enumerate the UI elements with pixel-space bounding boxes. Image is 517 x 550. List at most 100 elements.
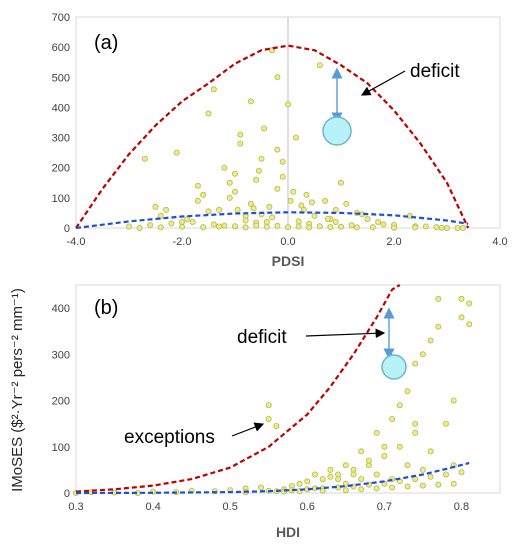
deficit-pointer-b	[305, 328, 386, 339]
scatter-point	[250, 205, 257, 212]
scatter-point	[450, 480, 457, 487]
scatter-point	[390, 224, 397, 231]
panel-b-y-tick-label: 400	[52, 303, 70, 315]
panel-b: 0 100 200 300 400 0.3 0.4 0.5 0.6 0.7 0.8 (b) HDI…	[52, 284, 501, 540]
scatter-point	[308, 199, 315, 206]
scatter-point	[458, 314, 465, 321]
scatter-point	[342, 462, 349, 469]
scatter-point	[306, 224, 313, 231]
panel-a-y-tick-label: 0	[64, 223, 70, 235]
scatter-point	[284, 101, 291, 108]
scatter-point	[205, 110, 212, 117]
panel-b-y-tick-label: 0	[64, 488, 70, 500]
scatter-point	[389, 484, 396, 491]
scatter-point	[442, 420, 449, 427]
scatter-point	[205, 208, 212, 215]
panel-b-x-tick-label: 0.6	[300, 501, 315, 513]
scatter-point	[261, 125, 268, 132]
scatter-point	[358, 448, 365, 455]
scatter-point	[442, 471, 449, 478]
scatter-point	[226, 179, 233, 186]
scatter-point	[311, 212, 318, 219]
scatter-point	[200, 224, 207, 231]
scatter-point	[141, 155, 148, 162]
scatter-point	[194, 197, 201, 204]
scatter-point	[427, 337, 434, 344]
deficit-label-b: deficit	[237, 327, 287, 348]
scatter-point	[327, 473, 334, 480]
scatter-point	[343, 200, 350, 207]
scatter-point	[231, 223, 238, 230]
scatter-point	[126, 223, 133, 230]
scatter-point	[274, 222, 281, 229]
panel-b-x-tick-label: 0.8	[454, 501, 469, 513]
scatter-point	[290, 188, 297, 195]
panel-b-y-tick-label: 100	[52, 442, 70, 454]
scatter-point	[296, 480, 303, 487]
scatter-point	[375, 218, 382, 225]
panel-b-y-tick-label: 300	[52, 349, 70, 361]
scatter-point	[303, 191, 310, 198]
panel-b-x-tick-label: 0.7	[377, 501, 392, 513]
scatter-point	[412, 224, 419, 231]
scatter-point	[263, 223, 270, 230]
scatter-point	[258, 155, 265, 162]
scatter-point	[396, 402, 403, 409]
panel-a-y-tick-label: 400	[52, 102, 70, 114]
scatter-point	[358, 486, 365, 493]
scatter-point	[342, 487, 349, 494]
baseline-curve	[75, 461, 470, 495]
scatter-point	[427, 448, 434, 455]
scatter-point	[257, 484, 264, 491]
scatter-point	[194, 182, 201, 189]
scatter-point	[216, 223, 223, 230]
scatter-point	[247, 98, 254, 105]
panel-a-x-tick-label: -2.0	[173, 236, 192, 248]
panel-a-y-tick-label: 100	[52, 193, 70, 205]
panel-a-y-tick-label: 200	[52, 163, 70, 175]
scatter-point	[189, 218, 196, 225]
scatter-point	[178, 223, 185, 230]
scatter-point	[274, 146, 281, 153]
panel-a-x-tick-label: 0.0	[280, 236, 295, 248]
scatter-point	[373, 485, 380, 492]
deficit-label-a: deficit	[410, 61, 460, 82]
scatter-point	[369, 224, 376, 231]
panel-b-x-tick-label: 0.3	[68, 501, 83, 513]
scatter-point	[466, 300, 473, 307]
scatter-point	[319, 476, 326, 483]
scatter-point	[454, 224, 461, 231]
deficit-marker-a	[322, 116, 352, 146]
scatter-point	[237, 140, 244, 147]
scatter-point	[458, 469, 465, 476]
scatter-point	[419, 466, 426, 473]
scatter-point	[216, 206, 223, 213]
exceptions-label: exceptions	[124, 427, 215, 448]
scatter-point	[273, 422, 280, 429]
scatter-point	[295, 218, 302, 225]
scatter-point	[438, 224, 445, 231]
scatter-point	[234, 206, 241, 213]
scatter-point	[287, 197, 294, 204]
scatter-point	[364, 215, 371, 222]
scatter-point	[152, 203, 159, 210]
scatter-point	[147, 221, 154, 228]
scatter-point	[335, 476, 342, 483]
panel-a-y-tick-label: 500	[52, 72, 70, 84]
panel-a-x-tick-label: 2.0	[386, 236, 401, 248]
scatter-point	[163, 206, 170, 213]
y-axis-title: IMoSES ($²·Yr⁻² pers⁻² mm⁻¹)	[9, 288, 26, 492]
scatter-point	[242, 217, 249, 224]
scatter-point	[210, 86, 217, 93]
scatter-point	[419, 351, 426, 358]
panel-a-y-tick-label: 700	[52, 12, 70, 24]
scatter-point	[184, 215, 191, 222]
panel-a-x-tick-label: 4.0	[492, 236, 507, 248]
scatter-point	[427, 473, 434, 480]
scatter-point	[350, 471, 357, 478]
scatter-point	[327, 224, 334, 231]
panel-b-x-tick-label: 0.4	[145, 501, 160, 513]
scatter-point	[136, 224, 143, 231]
scatter-point	[435, 323, 442, 330]
scatter-point	[324, 215, 331, 222]
